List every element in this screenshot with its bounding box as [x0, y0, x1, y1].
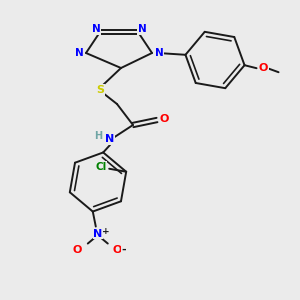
Text: O: O — [112, 244, 122, 254]
Text: O: O — [259, 63, 268, 73]
Text: -: - — [122, 244, 126, 254]
Text: +: + — [102, 227, 110, 236]
Text: H: H — [94, 131, 102, 141]
Text: Cl: Cl — [96, 162, 107, 172]
Text: N: N — [92, 24, 100, 34]
Text: N: N — [75, 48, 83, 58]
Text: N: N — [154, 48, 164, 58]
Text: O: O — [72, 244, 82, 254]
Text: N: N — [105, 134, 115, 144]
Text: O: O — [159, 114, 169, 124]
Text: N: N — [93, 229, 102, 238]
Text: S: S — [96, 85, 104, 95]
Text: N: N — [138, 24, 146, 34]
